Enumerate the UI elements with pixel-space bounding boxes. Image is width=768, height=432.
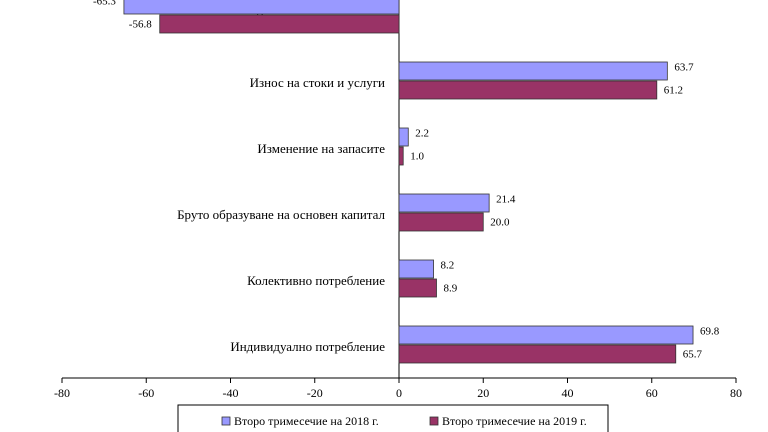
bar	[398, 80, 658, 100]
x-tick-label: -40	[223, 386, 239, 400]
category-label: Индивидуално потребление	[230, 339, 385, 354]
bar	[398, 278, 437, 298]
category-label: Бруто образуване на основен капитал	[177, 207, 385, 222]
x-tick-label: -60	[138, 386, 154, 400]
bar	[398, 127, 409, 147]
x-tick-label: 60	[646, 386, 658, 400]
bar	[398, 259, 434, 279]
category-label: Изменение на запасите	[257, 141, 385, 156]
value-label: 20.0	[490, 217, 510, 229]
value-label: 21.4	[496, 194, 516, 206]
value-label: -56.8	[129, 19, 152, 31]
bar	[159, 14, 400, 34]
value-label: 1.0	[410, 151, 424, 163]
value-label: 65.7	[683, 349, 703, 361]
x-tick-label: 20	[477, 386, 489, 400]
category-label: Колективно потребление	[247, 273, 385, 288]
bar	[398, 61, 668, 81]
value-label: 2.2	[415, 128, 429, 140]
x-tick-label: 40	[562, 386, 574, 400]
bar	[123, 0, 400, 15]
value-label: 8.9	[443, 283, 457, 295]
category-label: Износ на стоки и услуги	[250, 75, 385, 90]
legend-swatch	[429, 416, 439, 426]
value-label: 69.8	[700, 326, 720, 338]
value-label: 63.7	[674, 62, 694, 74]
bar	[398, 325, 694, 345]
legend-label: Второ тримесечие на 2019 г.	[442, 414, 587, 428]
legend-swatch	[221, 416, 231, 426]
bar	[398, 193, 490, 213]
x-tick-label: 0	[396, 386, 402, 400]
bar	[398, 146, 404, 166]
x-tick-label: -80	[54, 386, 70, 400]
bar	[398, 212, 484, 232]
value-label: 8.2	[441, 260, 455, 272]
value-label: -65.3	[93, 0, 116, 8]
bar	[398, 344, 677, 364]
legend-box	[177, 404, 609, 432]
x-tick-label: 80	[730, 386, 742, 400]
legend-label: Второ тримесечие на 2018 г.	[234, 414, 379, 428]
value-label: 61.2	[664, 85, 683, 97]
x-tick-label: -20	[307, 386, 323, 400]
